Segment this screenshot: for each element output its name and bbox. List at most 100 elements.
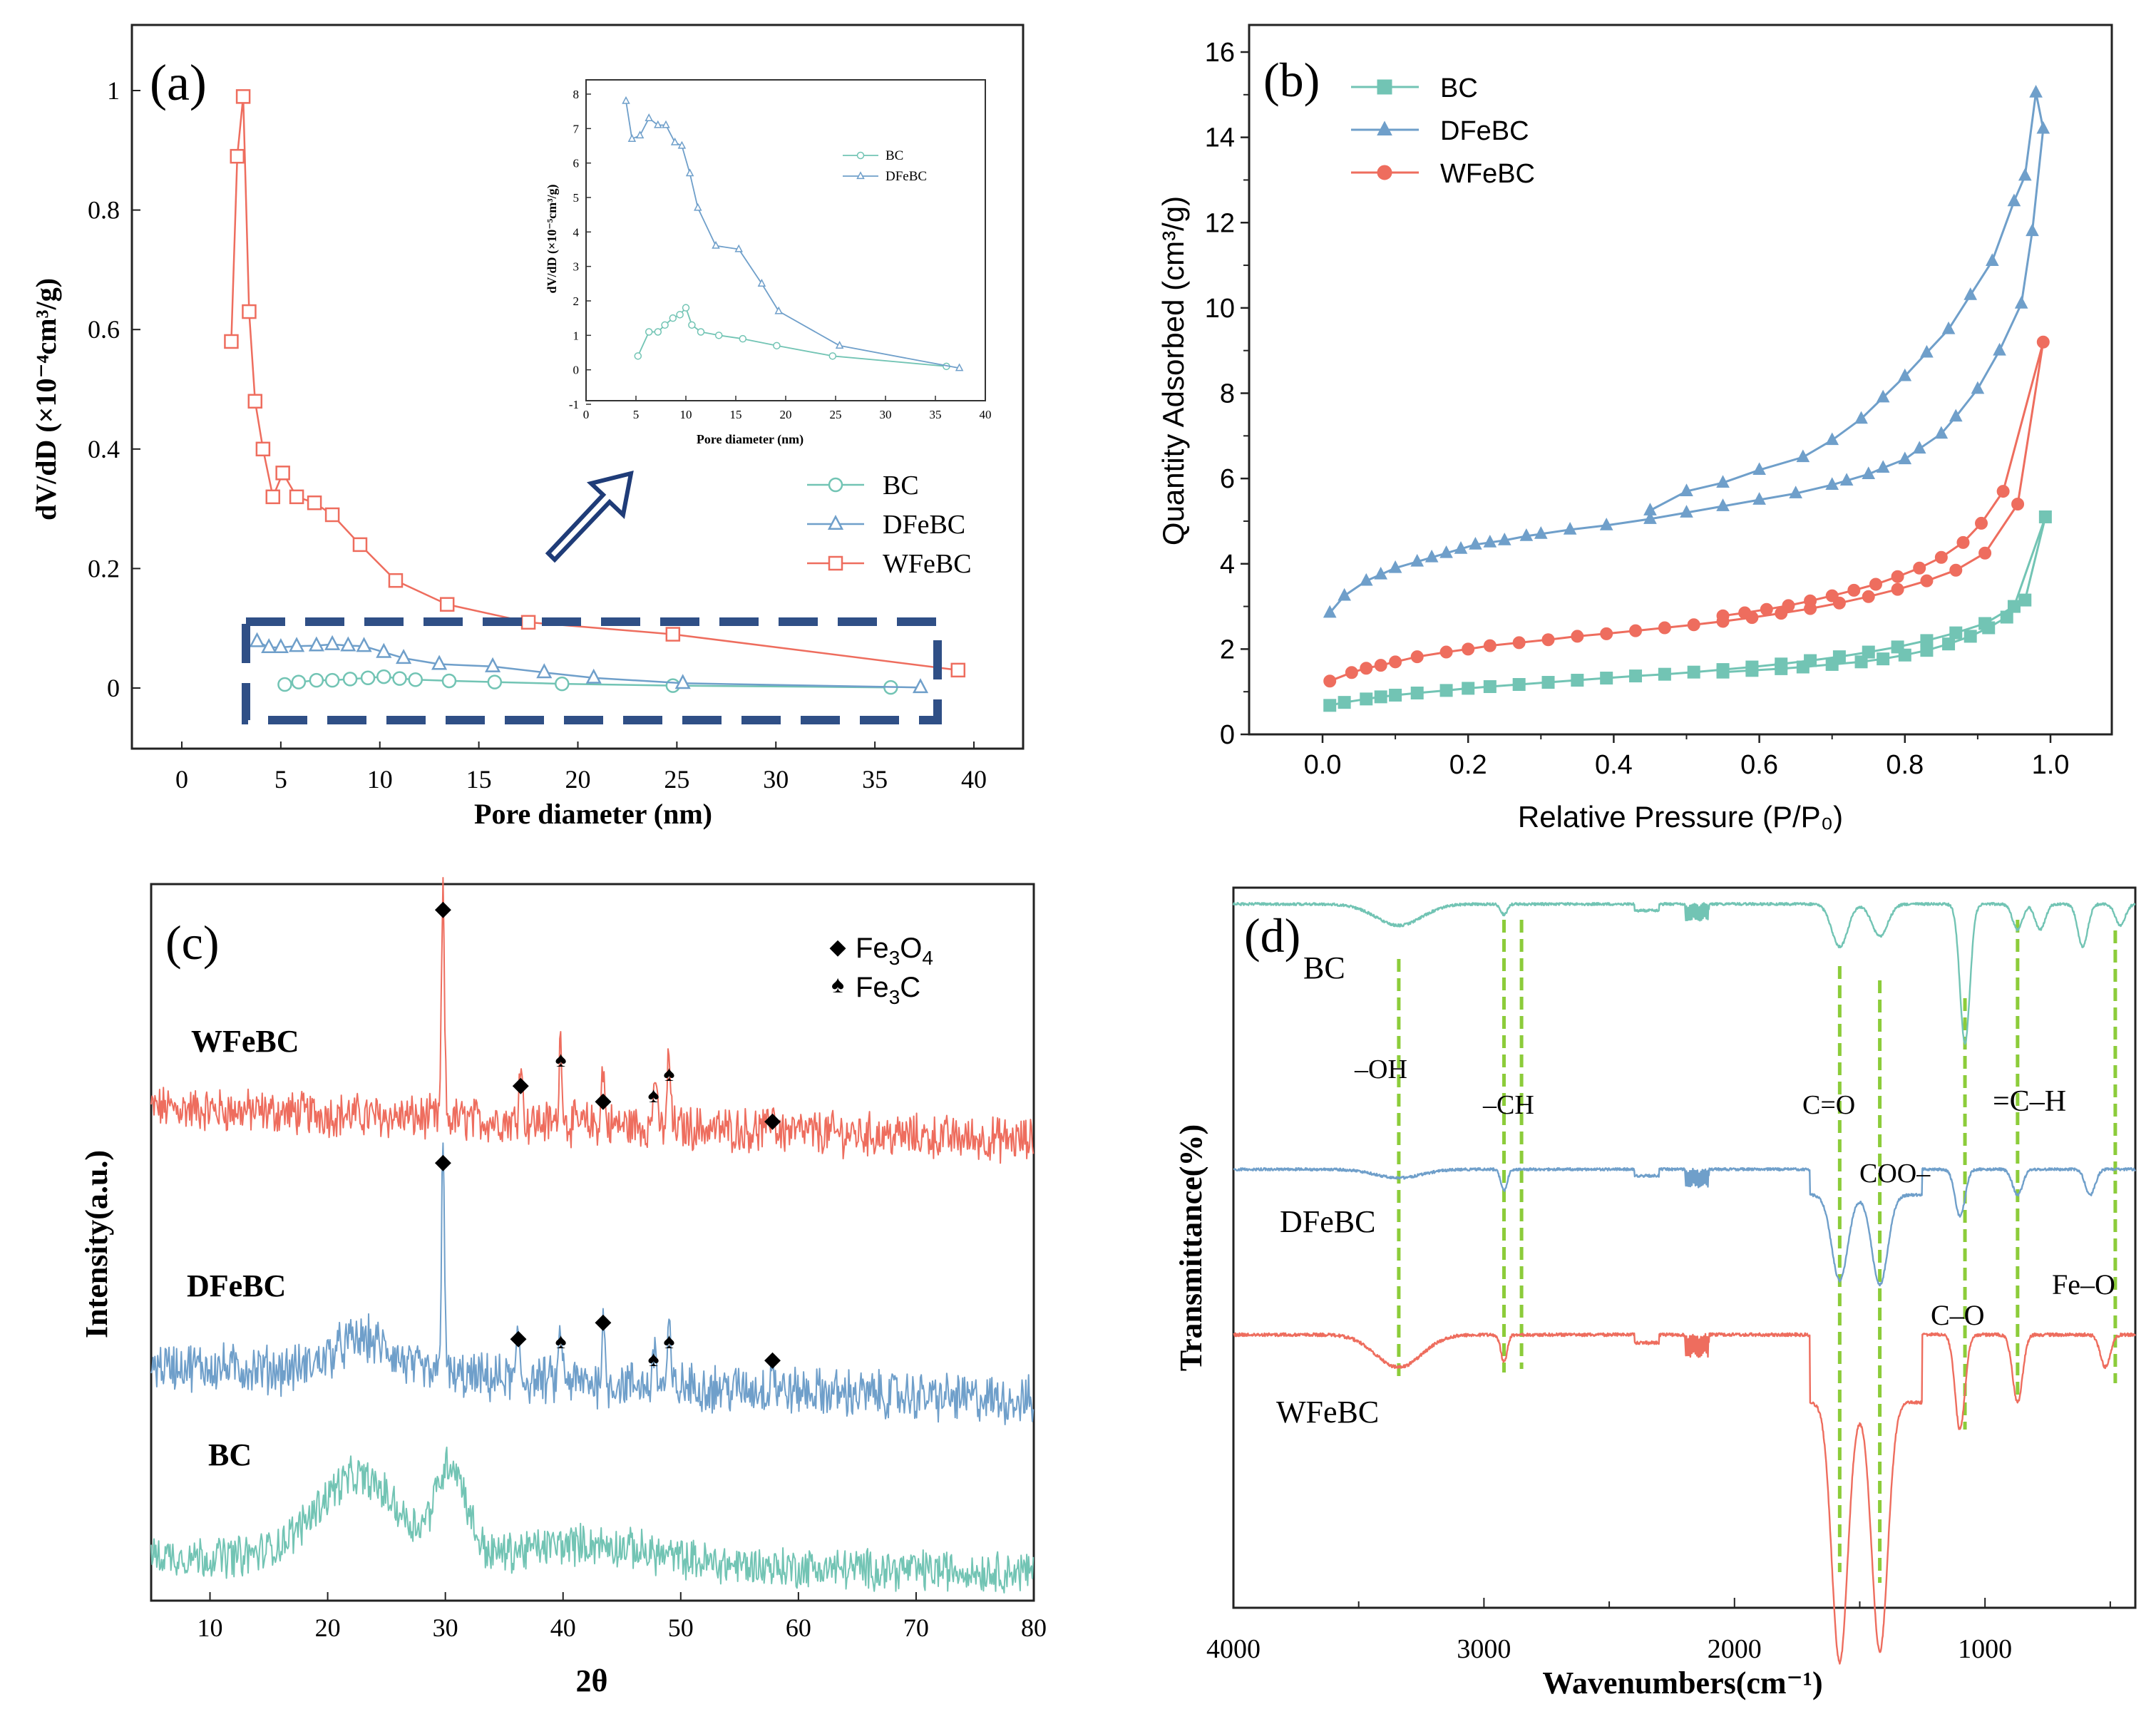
data-point-wfebc [439, 597, 455, 612]
data-point-dfebc [1338, 588, 1351, 601]
panel-b-legend: BC DFeBC WFeBC [1351, 73, 1535, 189]
panel-d-ticks: 4000 3000 2000 1000 [1206, 1598, 2111, 1664]
inset-y-tick-label: 1 [573, 329, 580, 342]
inset-y-tick-label: -1 [569, 398, 579, 411]
inset-data-point-dfebc [645, 113, 653, 121]
data-point-wfebc [1439, 645, 1453, 659]
data-point-bc [360, 670, 376, 686]
data-point-dfebc [376, 642, 392, 658]
inset-y-tick-label: 2 [573, 294, 580, 308]
y-tick-label: 8 [1220, 379, 1235, 409]
inset-data-point-bc [697, 328, 705, 336]
data-point-dfebc [1497, 533, 1511, 545]
x-tick-label: 0.6 [1740, 750, 1778, 780]
inset-x-tick-label: 0 [583, 408, 590, 421]
inset-data-point-bc [654, 328, 662, 336]
data-point-bc [1462, 682, 1475, 695]
data-point-wfebc [1913, 561, 1926, 575]
data-point-wfebc [1978, 546, 1992, 560]
panel-b-ylabel: Quantity Adsorbed (cm³/g) [1156, 196, 1190, 545]
data-point-wfebc [1996, 485, 2010, 498]
panel-c-ticks: 10 20 30 40 50 60 70 80 [197, 1592, 1047, 1642]
inset-x-tick-label: 30 [880, 408, 892, 421]
data-point-dfebc [1374, 566, 1388, 580]
data-point-dfebc [1359, 573, 1373, 586]
data-point-dfebc [1839, 473, 1854, 486]
data-point-dfebc [2026, 223, 2039, 237]
data-point-dfebc [1993, 342, 2006, 356]
data-point-bc [2038, 510, 2052, 523]
data-point-dfebc [1469, 536, 1482, 550]
y-tick-label: 0 [107, 674, 120, 702]
legend-label: WFeBC [883, 549, 972, 579]
panel-d-ylabel: Transmittance(%) [1174, 1124, 1208, 1371]
panel-d-series [1232, 901, 2137, 1665]
data-point-dfebc [1971, 381, 1985, 394]
data-point-wfebc [2011, 498, 2025, 511]
annotation-fe-o: Fe–O [2052, 1268, 2115, 1300]
inset-series-line-dfebc [625, 101, 960, 369]
series-label-dfebc: DFeBC [187, 1268, 286, 1303]
x-tick-label: 4000 [1206, 1634, 1261, 1664]
inset-data-point-dfebc [670, 137, 679, 145]
x-tick-label: 70 [903, 1613, 929, 1642]
data-point-bc [1323, 699, 1337, 712]
panel-d-frame [1232, 886, 2137, 1609]
fe3o4-marker: ◆ [595, 1089, 611, 1112]
data-point-dfebc [1563, 522, 1577, 535]
x-tick-label: 3000 [1457, 1634, 1511, 1664]
legend-marker [1377, 165, 1392, 180]
data-point-dfebc [2007, 193, 2021, 207]
legend-marker [828, 555, 843, 571]
data-point-wfebc [1804, 594, 1817, 607]
inset-y-tick-label: 0 [573, 364, 580, 377]
inset-data-point-bc [682, 304, 690, 312]
data-point-wfebc [1410, 650, 1424, 664]
data-point-wfebc [242, 304, 257, 319]
inset-data-point-dfebc [835, 341, 844, 349]
data-point-bc [1949, 626, 1963, 640]
data-point-dfebc [1410, 553, 1424, 567]
data-point-dfebc [1752, 462, 1766, 476]
panel-b-ticks: 0.0 0.2 0.4 0.6 0.8 1.0 0 2 4 6 8 10 12 14 16 [1205, 38, 2070, 780]
data-point-bc [309, 672, 324, 688]
inset-data-point-dfebc [677, 140, 687, 149]
data-point-dfebc [249, 632, 265, 647]
inset-y-tick-label: 8 [573, 88, 580, 101]
data-point-dfebc [1680, 505, 1693, 518]
data-point-dfebc [2036, 120, 2050, 134]
data-point-dfebc [2018, 168, 2032, 181]
x-tick-label: 15 [466, 765, 492, 794]
data-point-wfebc [247, 394, 263, 409]
inset-data-point-bc [739, 334, 747, 343]
data-point-bc [1796, 660, 1809, 674]
data-point-bc [1825, 657, 1839, 671]
x-tick-label: 0.4 [1595, 750, 1633, 780]
data-point-wfebc [388, 573, 404, 588]
panel-c-xlabel: 2θ [576, 1663, 608, 1698]
inset-data-point-bc [714, 332, 723, 339]
x-tick-label: 60 [786, 1613, 811, 1642]
data-point-bc [1410, 686, 1424, 699]
data-point-dfebc [1643, 511, 1657, 524]
data-point-bc [1541, 676, 1555, 689]
data-point-dfebc [1519, 528, 1534, 541]
inset-series [622, 96, 964, 371]
data-point-wfebc [1374, 659, 1387, 672]
data-point-bc [376, 669, 391, 684]
legend-marker [827, 514, 844, 530]
data-point-wfebc [1483, 639, 1497, 652]
data-point-wfebc [1891, 583, 1904, 596]
panel-d-xlabel: Wavenumbers(cm⁻¹) [1542, 1666, 1822, 1700]
x-tick-label: 30 [763, 765, 789, 794]
y-tick-label: 16 [1205, 38, 1235, 68]
data-point-dfebc [1796, 449, 1810, 463]
data-point-dfebc [1716, 498, 1730, 511]
data-point-dfebc [1941, 321, 1956, 334]
data-point-wfebc [1571, 630, 1584, 643]
data-point-dfebc [1388, 560, 1402, 573]
annotation-ch: –CH [1482, 1090, 1534, 1120]
data-point-bc [291, 674, 307, 689]
x-tick-label: 20 [565, 765, 591, 794]
